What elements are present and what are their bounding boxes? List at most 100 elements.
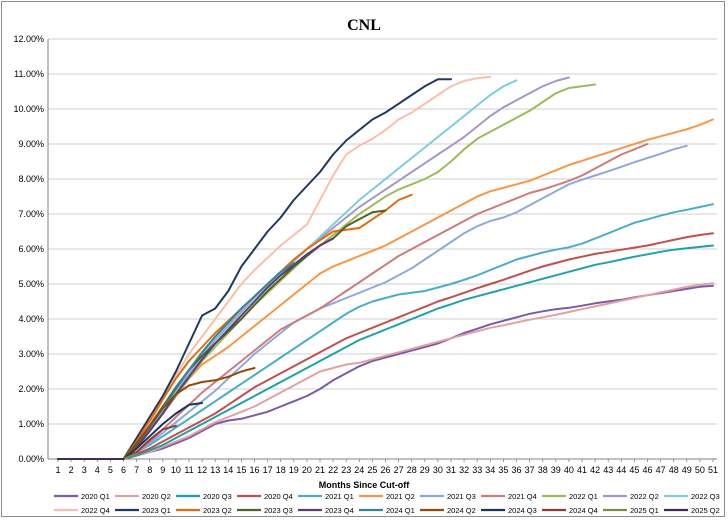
legend-label: 2021 Q2	[386, 492, 415, 501]
legend-label: 2025 Q2	[691, 506, 720, 515]
x-tick-label: 49	[682, 465, 692, 475]
legend-item: 2025 Q2	[664, 506, 720, 515]
x-tick-label: 37	[525, 465, 535, 475]
x-tick-label: 25	[367, 465, 377, 475]
legend-label: 2020 Q2	[142, 492, 171, 501]
x-tick-label: 18	[276, 465, 286, 475]
x-tick-label: 43	[603, 465, 613, 475]
legend-label: 2024 Q3	[508, 506, 537, 515]
y-tick-label: 8.00%	[18, 174, 44, 184]
x-tick-label: 24	[354, 465, 364, 475]
gridlines	[48, 38, 717, 460]
series-line-2022-q4	[57, 75, 492, 460]
legend-item: 2022 Q4	[54, 506, 110, 515]
x-axis-title: Months Since Cut-off	[319, 480, 410, 490]
legend-label: 2021 Q3	[447, 492, 476, 501]
series-line-2020-q2	[57, 282, 714, 460]
series-line-2021-q1	[57, 203, 714, 460]
x-tick-label: 12	[197, 465, 207, 475]
x-tick-label: 8	[147, 465, 152, 475]
x-tick-label: 26	[380, 465, 390, 475]
series-line-2020-q4	[57, 232, 714, 460]
legend-item: 2022 Q3	[664, 492, 720, 501]
legend-item: 2022 Q1	[542, 492, 598, 501]
legend-item: 2021 Q2	[359, 492, 415, 501]
x-tick-label: 1	[55, 465, 60, 475]
legend-label: 2023 Q3	[264, 506, 293, 515]
y-tick-label: 0.00%	[18, 454, 44, 464]
x-tick-label: 7	[134, 465, 139, 475]
x-tick-label: 27	[394, 465, 404, 475]
legend-item: 2020 Q3	[176, 492, 232, 501]
x-tick-label: 11	[184, 465, 193, 475]
legend-item: 2021 Q4	[481, 492, 537, 501]
x-tick-label: 46	[642, 465, 652, 475]
legend-item: 2024 Q4	[542, 506, 598, 515]
x-tick-label: 10	[171, 465, 181, 475]
legend: 2020 Q1 2020 Q2 2020 Q3 2020 Q4 2021 Q1 2021 …	[54, 492, 720, 515]
y-tick-label: 1.00%	[18, 419, 44, 429]
legend-item: 2023 Q3	[237, 506, 293, 515]
x-tick-label: 16	[249, 465, 259, 475]
x-tick-label: 20	[302, 465, 312, 475]
x-tick-label: 39	[551, 465, 561, 475]
series-lines	[57, 75, 714, 460]
x-tick-label: 15	[236, 465, 246, 475]
x-tick-label: 33	[472, 465, 482, 475]
x-tick-label: 45	[629, 465, 639, 475]
x-tick-label: 32	[459, 465, 469, 475]
legend-item: 2020 Q1	[54, 492, 110, 501]
y-tick-label: 7.00%	[18, 209, 44, 219]
x-tick-label: 48	[669, 465, 679, 475]
x-tick-label: 50	[695, 465, 705, 475]
y-tick-label: 5.00%	[18, 279, 44, 289]
legend-item: 2020 Q2	[115, 492, 171, 501]
y-tick-label: 9.00%	[18, 139, 44, 149]
series-line-2020-q1	[57, 284, 714, 460]
x-tick-label: 31	[446, 465, 456, 475]
y-tick-label: 10.00%	[13, 104, 44, 114]
series-line-2020-q3	[57, 244, 714, 460]
series-line-2023-q4	[57, 237, 335, 460]
x-tick-label: 4	[95, 465, 100, 475]
x-tick-label: 40	[564, 465, 574, 475]
series-line-2021-q3	[57, 144, 688, 460]
legend-label: 2023 Q1	[142, 506, 171, 515]
x-tick-label: 34	[485, 465, 495, 475]
legend-label: 2023 Q2	[203, 506, 232, 515]
legend-label: 2020 Q1	[81, 492, 110, 501]
x-tick-label: 42	[590, 465, 600, 475]
legend-label: 2025 Q1	[630, 506, 659, 515]
series-line-2021-q4	[57, 143, 649, 460]
legend-label: 2022 Q2	[630, 492, 659, 501]
y-axis: 0.00% 1.00% 2.00% 3.00% 4.00% 5.00% 6.00% 7.00%…	[13, 34, 49, 464]
legend-label: 2023 Q4	[325, 506, 354, 515]
y-tick-label: 4.00%	[18, 314, 44, 324]
y-tick-label: 12.00%	[13, 34, 44, 44]
series-line-2022-q1	[57, 83, 597, 460]
legend-label: 2022 Q3	[691, 492, 720, 501]
x-tick-label: 38	[538, 465, 548, 475]
series-line-2024-q1	[57, 262, 295, 460]
x-axis: 1 2 3 4 5 6 7 8 9 10 11 12 13 14 15 16 17 18 19 20 21 22 23 24 2…	[48, 458, 718, 475]
legend-item: 2023 Q4	[298, 506, 354, 515]
legend-label: 2021 Q1	[325, 492, 354, 501]
x-tick-label: 51	[708, 465, 718, 475]
y-tick-label: 2.00%	[18, 384, 44, 394]
legend-item: 2024 Q2	[420, 506, 476, 515]
x-tick-label: 9	[160, 465, 165, 475]
y-tick-label: 11.00%	[14, 69, 44, 79]
legend-label: 2020 Q4	[264, 492, 293, 501]
y-tick-label: 3.00%	[18, 349, 44, 359]
legend-label: 2020 Q3	[203, 492, 232, 501]
series-line-2024-q4	[57, 424, 177, 460]
x-tick-label: 23	[341, 465, 351, 475]
x-tick-label: 17	[263, 465, 273, 475]
x-tick-label: 14	[223, 465, 233, 475]
x-tick-label: 29	[420, 465, 430, 475]
legend-item: 2024 Q3	[481, 506, 537, 515]
legend-label: 2022 Q1	[569, 492, 598, 501]
x-tick-label: 35	[498, 465, 508, 475]
